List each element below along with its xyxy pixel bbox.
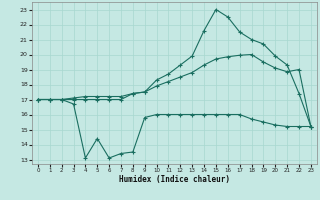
X-axis label: Humidex (Indice chaleur): Humidex (Indice chaleur) <box>119 175 230 184</box>
